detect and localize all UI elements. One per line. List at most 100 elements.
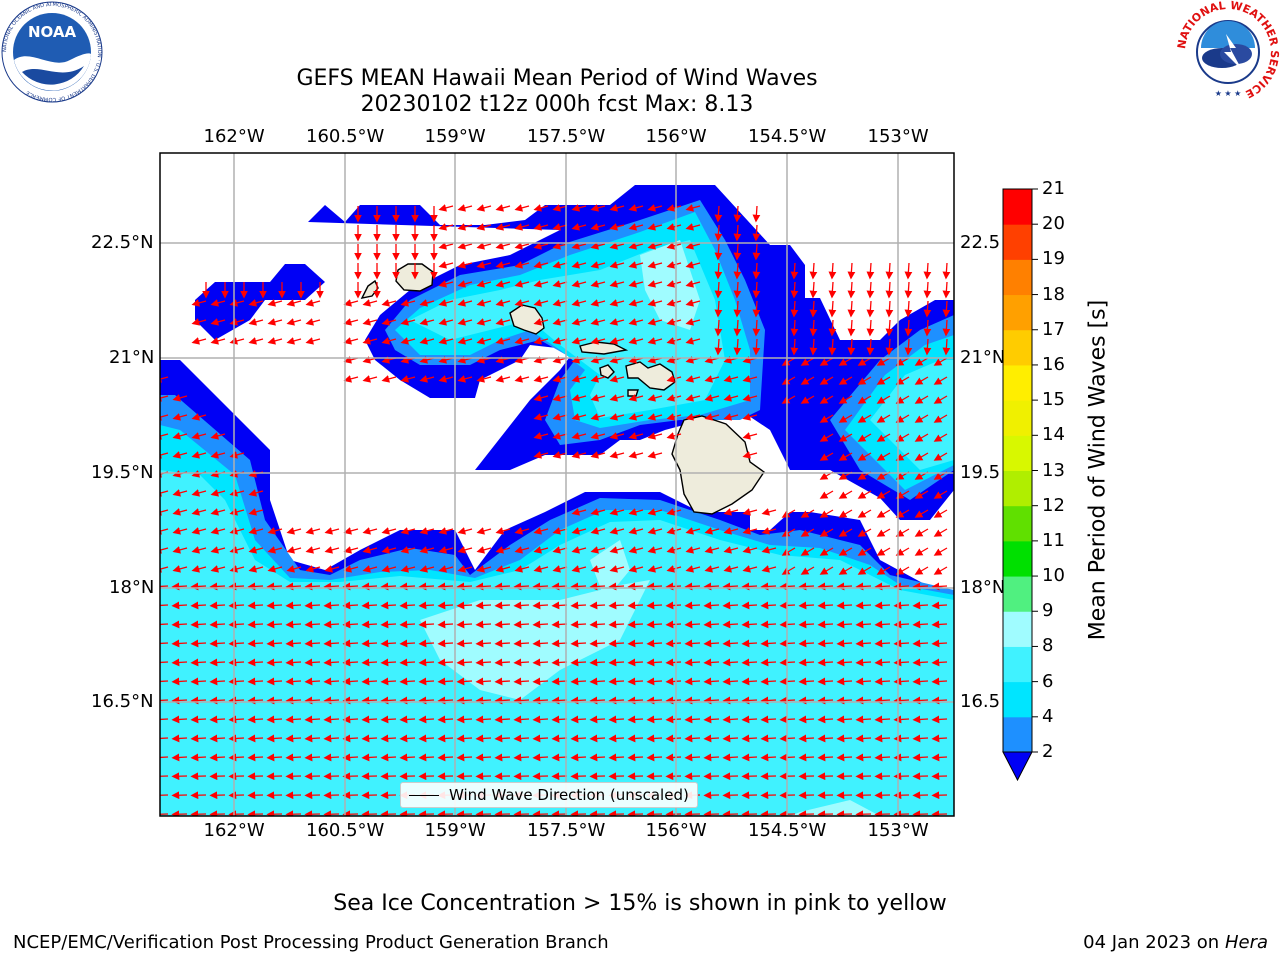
wind-arrow-789	[380, 677, 397, 686]
wind-arrow-767	[760, 658, 777, 667]
wind-arrow-381	[628, 451, 644, 459]
wind-arrow-382	[647, 451, 663, 459]
wind-arrow-494	[362, 546, 378, 554]
wind-arrow-749	[418, 658, 435, 667]
wind-arrow-571	[228, 582, 245, 591]
wind-arrow-500	[476, 546, 492, 554]
wind-arrow-731	[874, 639, 891, 648]
wind-arrow-577	[342, 582, 359, 591]
wind-arrow-133	[210, 299, 226, 307]
wind-arrow-786	[323, 677, 340, 686]
wind-arrow-437	[876, 509, 891, 518]
wind-arrow-205	[923, 319, 932, 337]
wind-arrow-210	[248, 337, 264, 345]
wind-arrow-916	[399, 734, 416, 743]
wind-arrow-550	[628, 565, 644, 573]
wind-arrow-641	[760, 601, 777, 610]
colorbar-tick-label-10: 15	[1042, 389, 1065, 411]
wind-arrow-724	[741, 639, 758, 648]
wind-arrow-655	[228, 620, 245, 629]
wind-arrow-628	[513, 601, 530, 610]
wind-arrow-912	[323, 734, 340, 743]
wind-arrow-208	[210, 337, 226, 345]
wind-arrow-946	[171, 753, 188, 762]
wind-arrow-802	[627, 677, 644, 686]
wind-arrow-741	[266, 658, 283, 667]
wind-arrow-223	[514, 337, 530, 345]
wind-arrow-704	[361, 639, 378, 648]
wind-arrow-126	[847, 281, 856, 299]
wind-arrow-478	[857, 528, 872, 537]
wind-arrow-584	[475, 582, 492, 591]
wind-arrow-714	[551, 639, 568, 648]
wind-arrow-461	[533, 527, 549, 535]
wind-arrow-194	[685, 318, 701, 326]
wind-arrow-654	[209, 620, 226, 629]
wind-arrow-374	[210, 451, 226, 459]
wind-arrow-422	[248, 508, 264, 516]
wind-arrow-681	[722, 620, 739, 629]
wind-arrow-809	[760, 677, 777, 686]
wind-arrow-243	[923, 338, 932, 356]
wind-arrow-703	[342, 639, 359, 648]
wind-arrow-773	[874, 658, 891, 667]
colorbar-tick-label-3: 8	[1042, 635, 1054, 657]
wind-arrow-697	[228, 639, 245, 648]
wind-arrow-759	[608, 658, 625, 667]
wind-arrow-954	[323, 753, 340, 762]
wind-arrow-417	[160, 508, 169, 516]
wind-arrow-188	[571, 318, 587, 326]
wind-arrow-941	[874, 734, 891, 743]
wind-arrow-282	[438, 375, 454, 383]
wind-arrow-189	[590, 318, 606, 326]
wind-arrow-216	[381, 337, 397, 345]
wind-arrow-918	[437, 734, 454, 743]
wind-arrow-915	[380, 734, 397, 743]
wind-arrow-820	[171, 696, 188, 705]
wind-arrow-42	[733, 224, 742, 242]
wind-arrow-147	[495, 299, 511, 307]
wind-arrow-863	[190, 715, 207, 724]
wind-arrow-441	[160, 527, 169, 535]
wind-arrow-150	[552, 299, 568, 307]
wind-arrow-6	[457, 204, 473, 212]
wind-arrow-750	[437, 658, 454, 667]
wind-arrow-859	[912, 696, 929, 705]
wind-arrow-480	[895, 528, 910, 537]
wind-arrow-27	[438, 223, 454, 231]
wind-arrow-769	[798, 658, 815, 667]
wind-arrow-492	[324, 546, 340, 554]
wind-arrow-193	[666, 318, 682, 326]
wind-arrow-729	[836, 639, 853, 648]
wind-arrow-984	[893, 753, 910, 762]
wind-arrow-505	[571, 546, 587, 554]
wind-arrow-177	[343, 318, 359, 326]
wind-arrow-830	[361, 696, 378, 705]
wind-arrow-719	[646, 639, 663, 648]
wind-arrow-612	[209, 601, 226, 610]
wind-arrow-61	[666, 242, 682, 250]
wind-arrow-711	[494, 639, 511, 648]
wind-arrow-41	[714, 224, 723, 242]
wind-arrow-364	[819, 433, 834, 442]
wind-arrow-861	[160, 715, 169, 724]
wind-arrow-798	[551, 677, 568, 686]
wind-arrow-384	[819, 452, 834, 461]
wind-arrow-57	[590, 242, 606, 250]
wind-arrow-499	[457, 546, 473, 554]
wind-arrow-588	[551, 582, 568, 591]
wind-arrow-436	[857, 509, 872, 518]
wind-arrow-347	[876, 414, 891, 423]
wind-arrow-965	[532, 753, 549, 762]
wind-arrow-881	[532, 715, 549, 724]
wind-arrow-835	[456, 696, 473, 705]
wind-arrow-899	[874, 715, 891, 724]
wind-arrow-657	[266, 620, 283, 629]
wind-arrow-666	[437, 620, 454, 629]
wind-arrow-514	[742, 546, 758, 554]
wind-arrow-65	[752, 243, 761, 261]
colorbar-segment-12	[1003, 294, 1032, 331]
wind-arrow-142	[400, 299, 416, 307]
wind-arrow-933	[722, 734, 739, 743]
wind-arrow-854	[817, 696, 834, 705]
